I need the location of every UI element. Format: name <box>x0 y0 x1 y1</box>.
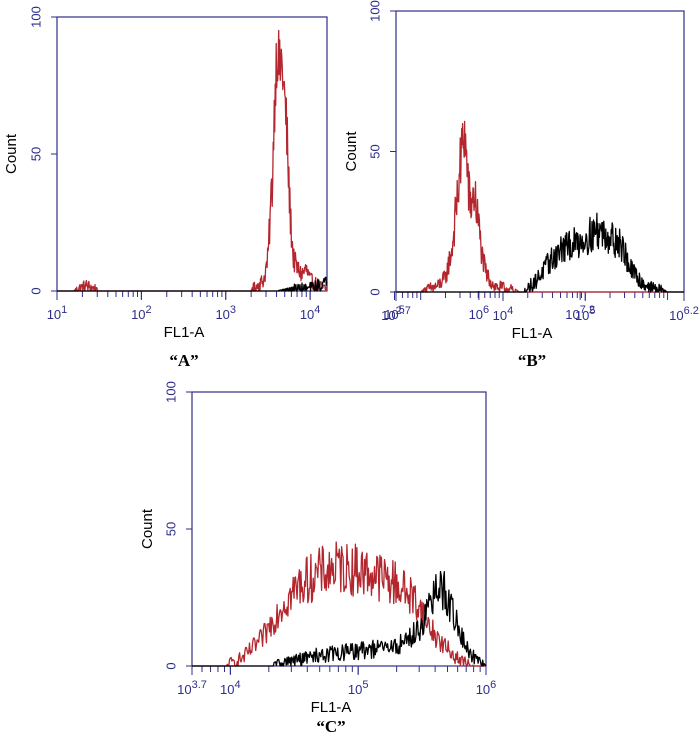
histogram-series <box>56 276 328 292</box>
histogram-panel: 0 50 100 103.7 104 105 106 FL1-A Count “C” <box>139 381 496 736</box>
x-tick-label: 107.2 <box>565 304 595 322</box>
x-minor-ticks <box>401 292 669 300</box>
x-minor-ticks <box>201 666 487 674</box>
x-tick-label: 102.7 <box>381 305 411 323</box>
y-tick-label: 0 <box>367 288 382 295</box>
plot-frame <box>395 10 685 293</box>
x-tick-label: 103.7 <box>177 679 207 697</box>
x-tick-label: 106 <box>469 304 490 322</box>
y-axis-label: Count <box>343 131 360 172</box>
x-tick-label: 106 <box>476 679 497 697</box>
y-tick-label: 100 <box>28 6 43 28</box>
x-axis-label: FL1-A <box>512 325 553 342</box>
x-tick-label: 104 <box>300 304 321 322</box>
y-tick-label: 100 <box>163 381 178 403</box>
y-axis-label: Count <box>139 508 156 549</box>
histogram-panel: 0 50 100 101 102 103 104 105 106 107.2 FL1-A Count “… <box>3 6 595 370</box>
x-tick-label: 102 <box>131 304 152 322</box>
y-axis-label: Count <box>3 133 20 174</box>
x-axis-label: FL1-A <box>311 699 352 716</box>
panel-label: “C” <box>316 717 345 736</box>
y-tick-label: 50 <box>28 147 43 161</box>
x-tick-label: 101 <box>47 304 68 322</box>
y-tick-label: 50 <box>163 522 178 536</box>
y-tick-label: 100 <box>367 0 382 22</box>
histogram-series <box>395 120 684 293</box>
x-tick-label: 106.2 <box>669 305 699 323</box>
x-tick-label: 105 <box>348 679 369 697</box>
panel-label: “A” <box>169 351 198 370</box>
y-tick-label: 50 <box>367 144 382 158</box>
x-tick-label: 105 <box>384 304 405 322</box>
histogram-series <box>192 570 487 667</box>
x-axis-label: FL1-A <box>164 324 205 341</box>
histogram-series <box>56 29 328 292</box>
histogram-series <box>395 212 684 293</box>
x-tick-label: 104 <box>493 305 514 323</box>
panel-label: “B” <box>518 351 546 370</box>
x-minor-ticks <box>56 291 311 299</box>
histogram-panel: 0 50 100 102.7 104 105 106.2 FL1-A Count “B” <box>343 0 699 370</box>
histogram-series <box>192 541 486 667</box>
plot-frame <box>191 391 487 667</box>
x-tick-label: 105 <box>575 305 596 323</box>
x-tick-label: 103 <box>215 304 236 322</box>
y-tick-label: 0 <box>163 662 178 669</box>
x-tick-label: 104 <box>220 679 241 697</box>
y-tick-label: 0 <box>28 287 43 294</box>
